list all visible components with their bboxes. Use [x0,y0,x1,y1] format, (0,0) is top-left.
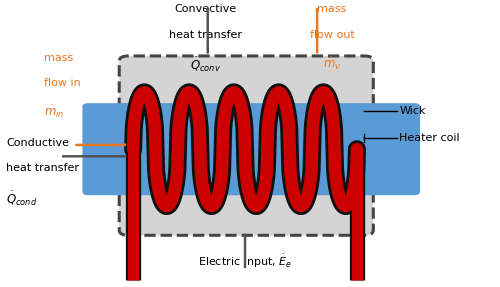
Text: Conductive: Conductive [6,138,70,148]
FancyBboxPatch shape [82,103,420,195]
Text: $\dot{Q}_{conv}$: $\dot{Q}_{conv}$ [190,55,221,74]
Text: Electric Input, $\dot{E}_e$: Electric Input, $\dot{E}_e$ [198,253,292,270]
Text: mass: mass [318,4,346,14]
Text: mass: mass [44,53,73,63]
Text: $\dot{m}_{in}$: $\dot{m}_{in}$ [44,104,64,120]
Text: $\dot{Q}_{cond}$: $\dot{Q}_{cond}$ [6,189,38,208]
Text: flow in: flow in [44,78,80,88]
Text: Heater coil: Heater coil [399,133,460,143]
Text: heat transfer: heat transfer [169,30,242,40]
Text: flow out: flow out [310,30,354,40]
Text: Wick: Wick [399,106,425,116]
Text: heat transfer: heat transfer [6,163,80,173]
Text: $\dot{m}_v$: $\dot{m}_v$ [323,55,342,72]
FancyBboxPatch shape [119,56,374,235]
Text: Convective: Convective [174,4,236,14]
